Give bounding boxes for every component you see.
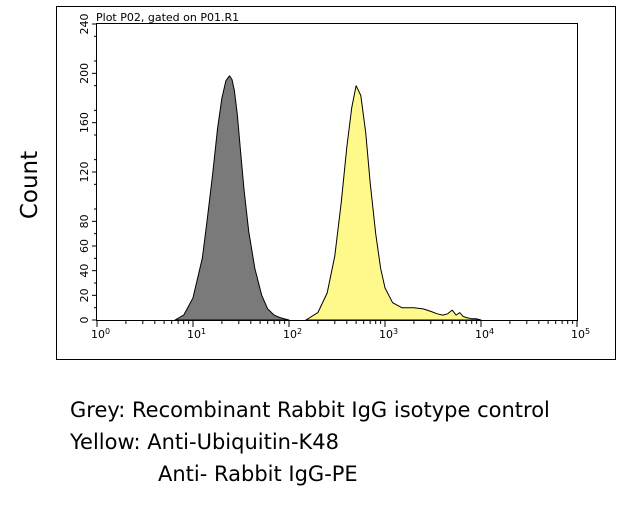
caption-line-3: Anti- Rabbit IgG-PE: [158, 462, 358, 486]
x-tick-label: 103: [379, 327, 398, 341]
y-tick-label: 60: [78, 239, 91, 253]
y-axis-label: Count: [17, 150, 43, 220]
y-tick-label: 0: [78, 317, 91, 324]
x-tick-label: 104: [475, 327, 494, 341]
y-tick-label: 120: [78, 162, 91, 183]
y-tick-label: 40: [78, 264, 91, 278]
x-tick-label: 102: [283, 327, 302, 341]
y-axis-label-wrap: Count: [8, 100, 52, 270]
caption: Grey: Recombinant Rabbit IgG isotype con…: [70, 394, 550, 490]
y-tick-label: 20: [78, 288, 91, 302]
y-tick-label: 80: [78, 214, 91, 228]
series-0-area: [174, 75, 290, 321]
chart-title: Plot P02, gated on P01.R1: [96, 11, 239, 24]
y-tick-label: 160: [78, 112, 91, 133]
caption-line-1: Grey: Recombinant Rabbit IgG isotype con…: [70, 398, 550, 422]
series-1-area: [305, 85, 482, 321]
caption-line-2: Yellow: Anti-Ubiquitin-K48: [70, 430, 340, 454]
y-tick-label: 200: [78, 63, 91, 84]
x-tick-label: 105: [571, 327, 590, 341]
y-tick-label: 240: [78, 14, 91, 35]
plot-layer: 100 101 102 103 104 105 0 20 40 60 80 120 160 200 240: [78, 14, 590, 342]
x-tick-label: 101: [187, 327, 206, 341]
histogram-chart: Plot P02, gated on P01.R1 100 101 102 103 10…: [56, 6, 616, 360]
x-tick-label: 100: [91, 327, 110, 341]
